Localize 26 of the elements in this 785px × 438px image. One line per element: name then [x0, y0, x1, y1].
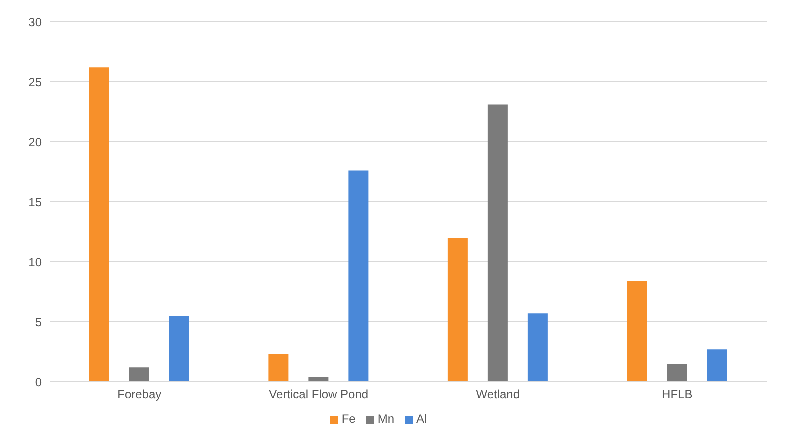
y-tick-label: 30 — [28, 15, 42, 30]
y-tick-label: 5 — [35, 315, 42, 330]
bar — [707, 350, 728, 382]
x-tick-label: Vertical Flow Pond — [269, 388, 369, 402]
y-tick-label: 15 — [28, 195, 42, 210]
bar — [89, 68, 110, 382]
bar — [528, 314, 548, 382]
legend-label: Fe — [342, 412, 356, 426]
y-tick-label: 20 — [28, 135, 42, 150]
x-tick-label: Wetland — [476, 388, 520, 402]
y-tick-label: 10 — [28, 255, 42, 270]
bar — [169, 316, 190, 382]
bar — [667, 364, 688, 382]
bar — [129, 368, 150, 382]
y-tick-label: 25 — [28, 75, 42, 90]
bar — [348, 170, 369, 382]
y-tick-label: 0 — [35, 375, 42, 390]
bar — [488, 104, 508, 382]
bar — [268, 354, 289, 382]
legend-label: Mn — [378, 412, 394, 426]
x-tick-label: Forebay — [118, 388, 162, 402]
bar — [448, 238, 468, 382]
legend-label: Al — [416, 412, 428, 426]
x-tick-label: HFLB — [662, 388, 693, 402]
bar — [308, 377, 329, 382]
bar — [627, 281, 648, 382]
